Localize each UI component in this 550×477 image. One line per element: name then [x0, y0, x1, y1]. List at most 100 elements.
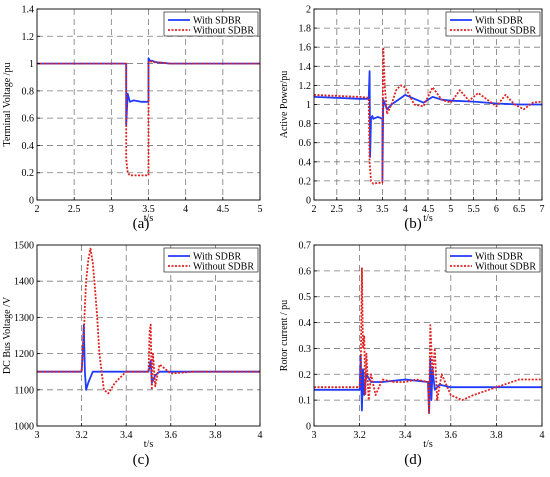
x-tick-label: 4	[403, 204, 408, 215]
x-axis-label: t/s	[423, 439, 433, 450]
x-tick-label: 3.8	[209, 430, 222, 441]
x-tick-label: 3	[357, 204, 362, 215]
x-tick-label: 4.5	[217, 204, 230, 215]
panel-caption: (c)	[133, 452, 150, 468]
y-tick-label: 0.4	[299, 318, 312, 329]
y-tick-label: 1.2	[22, 32, 35, 43]
panel-caption: (a)	[133, 216, 150, 232]
panel-caption: (d)	[404, 452, 422, 468]
y-tick-label: 1.4	[22, 5, 35, 16]
y-tick-label: 0	[306, 196, 311, 207]
x-tick-label: 5	[448, 204, 453, 215]
legend-box	[445, 11, 541, 37]
y-tick-label: 0.8	[22, 86, 35, 97]
y-tick-label: 1	[29, 59, 34, 70]
x-tick-label: 3.4	[399, 430, 412, 441]
x-tick-label: 6.5	[513, 204, 526, 215]
legend-label: Without SDBR	[475, 26, 536, 37]
x-tick-label: 7	[540, 204, 545, 215]
y-tick-label: 1200	[14, 349, 34, 360]
y-tick-label: 0	[306, 422, 311, 433]
y-tick-label: 2	[306, 5, 311, 16]
series-line-with-sdbr	[37, 323, 260, 391]
y-tick-label: 0.6	[299, 266, 312, 277]
x-tick-label: 3.8	[490, 430, 503, 441]
y-axis-label: Rotor current / pu	[279, 300, 290, 371]
y-tick-label: 0.8	[299, 119, 312, 130]
legend-label: Without SDBR	[475, 262, 536, 273]
x-tick-label: 2.5	[331, 204, 344, 215]
legend-label: Without SDBR	[193, 262, 254, 273]
series-line-with-sdbr	[314, 355, 542, 415]
panel-caption: (b)	[404, 216, 422, 232]
x-tick-label: 3.5	[376, 204, 389, 215]
y-tick-label: 0.6	[22, 114, 35, 125]
chart-panel-b: 2 2.5 3 3.5 4 4.5 5 5.5 6 6.5 7 0 0.2 0.4 0.6 0.8 1 1.2 1.…	[279, 5, 545, 233]
y-tick-label: 0.5	[299, 292, 312, 303]
y-tick-label: 0.3	[299, 344, 312, 355]
y-tick-label: 0.1	[299, 396, 312, 407]
y-tick-label: 1.2	[299, 81, 312, 92]
x-tick-label: 2.5	[68, 204, 81, 215]
plot-frame	[313, 244, 543, 427]
x-tick-label: 2	[35, 204, 40, 215]
x-tick-label: 4	[183, 204, 188, 215]
x-tick-label: 4	[540, 430, 545, 441]
series-line-with-sdbr	[313, 70, 542, 182]
legend-label: With SDBR	[475, 16, 524, 27]
x-tick-label: 3	[312, 430, 317, 441]
chart-panel-c: 3 3.2 3.4 3.6 3.8 4 1000 1100 1200 1300 1400 1500 t/…	[2, 241, 263, 469]
x-tick-label: 3.2	[75, 430, 88, 441]
y-tick-label: 1	[306, 100, 311, 111]
series-line-without-sdbr	[313, 46, 543, 185]
y-tick-label: 1400	[14, 277, 34, 288]
y-tick-label: 0.6	[299, 138, 312, 149]
y-tick-label: 0	[29, 196, 34, 207]
legend-box	[163, 247, 259, 273]
y-tick-label: 0.2	[299, 370, 312, 381]
y-axis-label: DC Bus Voltage /V	[2, 296, 13, 374]
y-tick-label: 1500	[14, 241, 34, 252]
legend-box	[445, 247, 541, 273]
series-line-without-sdbr	[37, 247, 260, 395]
chart-panel-d: 3 3.2 3.4 3.6 3.8 4 0 0.1 0.2 0.3 0.4 0.5 0.6 0.7 t/s R…	[279, 241, 545, 469]
legend-label: With SDBR	[475, 252, 524, 263]
legend-label: With SDBR	[193, 16, 242, 27]
legend-label: Without SDBR	[193, 26, 254, 37]
x-tick-label: 3.5	[142, 204, 155, 215]
x-tick-label: 3.4	[120, 430, 133, 441]
x-tick-label: 6	[494, 204, 499, 215]
x-tick-label: 3	[109, 204, 114, 215]
x-tick-label: 3.2	[353, 430, 366, 441]
x-tick-label: 5.5	[467, 204, 480, 215]
y-tick-label: 0.4	[22, 141, 35, 152]
y-tick-label: 1.6	[299, 43, 312, 54]
chart-panel-a: 2 2.5 3 3.5 4 4.5 5 0 0.2 0.4 0.6 0.8 1 1.2 1.4 t/s Term…	[2, 5, 263, 233]
x-tick-label: 5	[258, 204, 263, 215]
y-tick-label: 0.4	[299, 157, 312, 168]
y-tick-label: 1000	[14, 422, 34, 433]
y-tick-label: 0.2	[22, 168, 35, 179]
y-tick-label: 1100	[14, 385, 34, 396]
x-tick-label: 2	[312, 204, 317, 215]
y-tick-label: 1.4	[299, 62, 312, 73]
x-tick-label: 3.6	[445, 430, 458, 441]
x-axis-label: t/s	[144, 213, 154, 224]
x-tick-label: 3.6	[165, 430, 178, 441]
legend-label: With SDBR	[193, 252, 242, 263]
y-tick-label: 0.2	[299, 176, 312, 187]
y-axis-label: Active Power/pu	[279, 71, 290, 139]
series-line-without-sdbr	[37, 59, 260, 177]
x-tick-label: 4	[258, 430, 263, 441]
legend-box	[163, 11, 259, 37]
x-tick-label: 3	[35, 430, 40, 441]
y-tick-label: 1300	[14, 313, 34, 324]
series-line-without-sdbr	[314, 267, 542, 415]
y-tick-label: 0.7	[299, 241, 312, 252]
plot-frame	[36, 244, 261, 427]
y-tick-label: 1.8	[299, 24, 312, 35]
y-axis-label: Terminal Voltage /pu	[2, 63, 13, 147]
x-axis-label: t/s	[423, 213, 433, 224]
x-tick-label: 4.5	[422, 204, 435, 215]
